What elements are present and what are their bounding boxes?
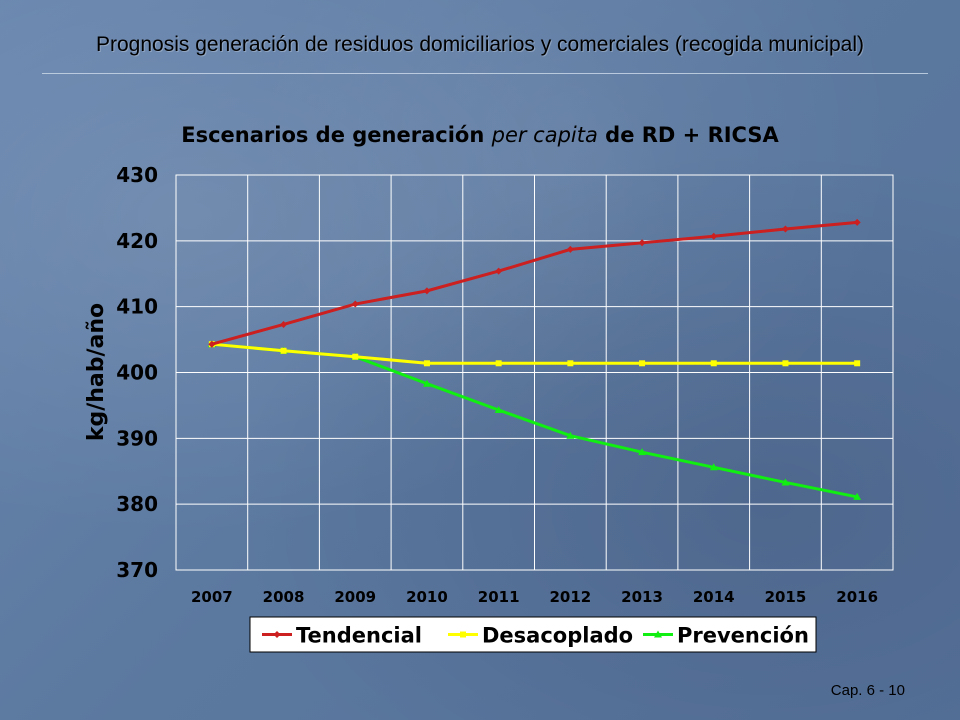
chart-title-part: Escenarios de generación: [181, 123, 491, 147]
slide-title: Prognosis generación de residuos domicil…: [95, 33, 865, 56]
data-point: [853, 492, 862, 500]
data-point: [853, 218, 861, 226]
legend-marker: [654, 630, 662, 638]
legend-label: Prevención: [677, 624, 809, 648]
legend-item: Tendencial: [262, 624, 422, 648]
data-point: [423, 287, 431, 295]
y-tick-label: 380: [116, 492, 158, 516]
legend-label: Tendencial: [296, 624, 422, 648]
data-point: [567, 360, 574, 367]
data-point: [280, 347, 287, 354]
legend-item: Desacoplado: [448, 624, 633, 648]
y-tick-label: 410: [116, 295, 158, 319]
data-point: [709, 463, 718, 471]
x-tick-labels: 2007 2008 2009 2010 2011 2012 2013 2014 2015 2016: [191, 588, 878, 606]
data-point: [639, 360, 646, 367]
data-point: [781, 225, 789, 233]
chart-title: Escenarios de generación per capita de R…: [181, 123, 779, 147]
data-point: [423, 360, 430, 367]
data-point: [854, 360, 861, 367]
data-point: [495, 267, 503, 275]
y-axis-label: kg/hab/año: [84, 303, 109, 441]
data-point: [495, 360, 502, 367]
x-tick-label: 2012: [549, 588, 591, 606]
y-tick-label: 390: [116, 426, 158, 450]
data-point: [566, 431, 575, 439]
chart-title-part: per capita: [491, 123, 598, 147]
x-tick-label: 2008: [263, 588, 305, 606]
data-point: [208, 340, 216, 348]
x-tick-label: 2009: [334, 588, 376, 606]
data-point: [566, 245, 574, 253]
legend: Tendencial Desacoplado Prevención: [262, 624, 809, 648]
x-tick-label: 2010: [406, 588, 448, 606]
data-point: [638, 239, 646, 247]
data-point: [710, 232, 718, 240]
data-point: [781, 478, 790, 486]
legend-box: [249, 616, 817, 653]
y-tick-label: 370: [116, 558, 158, 582]
x-tick-label: 2014: [693, 588, 735, 606]
series-line: [211, 220, 858, 346]
data-point: [280, 320, 288, 328]
legend-label: Desacoplado: [482, 624, 633, 648]
page-number: Cap. 6 - 10: [830, 682, 905, 699]
data-point: [494, 406, 503, 414]
y-tick-labels: 370 380 390 400 410 420 430: [116, 163, 158, 582]
gridlines: [176, 175, 893, 570]
series-line: [211, 342, 858, 365]
data-point: [638, 448, 647, 456]
x-tick-label: 2011: [478, 588, 520, 606]
series-group: [207, 218, 862, 500]
data-point: [422, 379, 431, 387]
legend-marker: [273, 631, 281, 638]
legend-item: Prevención: [643, 624, 809, 648]
x-tick-label: 2016: [836, 588, 878, 606]
chart-title-part: de RD + RICSA: [598, 123, 780, 147]
data-point: [352, 353, 359, 360]
series-tendencial: [208, 218, 861, 348]
y-tick-label: 420: [116, 229, 158, 253]
legend-marker: [460, 631, 466, 638]
data-point: [710, 360, 717, 367]
y-tick-label: 430: [116, 163, 158, 187]
x-tick-label: 2015: [765, 588, 807, 606]
x-tick-label: 2013: [621, 588, 663, 606]
data-point: [782, 360, 789, 367]
x-tick-label: 2007: [191, 588, 233, 606]
data-point: [351, 300, 359, 308]
title-divider: [42, 73, 928, 74]
y-tick-label: 400: [116, 361, 158, 385]
